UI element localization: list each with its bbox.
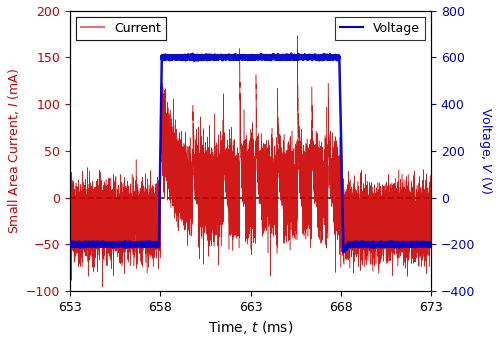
X-axis label: Time, $t$ (ms): Time, $t$ (ms) [208,319,294,337]
Y-axis label: Voltage, $V$ (V): Voltage, $V$ (V) [478,107,494,195]
Legend: Current: Current [76,17,166,40]
Y-axis label: Small Area Current, $I$ (mA): Small Area Current, $I$ (mA) [6,68,20,234]
Legend: Voltage: Voltage [335,17,424,40]
